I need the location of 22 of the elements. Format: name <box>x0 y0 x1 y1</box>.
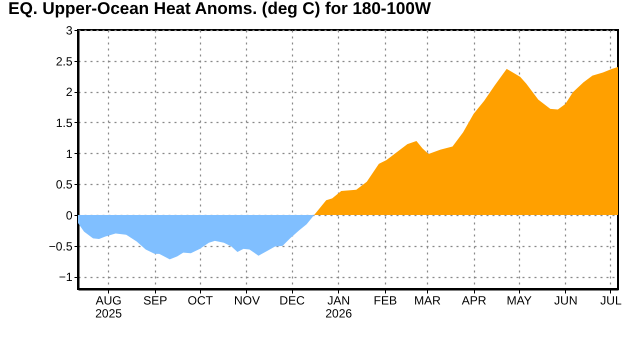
chart-title: EQ. Upper-Ocean Heat Anoms. (deg C) for 180-100W <box>8 0 432 18</box>
y-tick-label: 2.5 <box>56 54 73 68</box>
y-tick-label: 2 <box>66 85 73 100</box>
y-tick-label: 1.5 <box>56 116 73 130</box>
x-tick-label: AUG 2025 <box>95 294 122 320</box>
x-tick-label: JUN <box>554 294 578 308</box>
y-tick-label: 0 <box>66 208 73 222</box>
x-tick-label: DEC <box>279 294 306 308</box>
x-tick-label: APR <box>462 294 487 308</box>
x-tick-label: JAN 2026 <box>325 294 352 320</box>
x-tick-label: JUL <box>600 294 622 308</box>
x-tick-label: OCT <box>188 294 214 308</box>
y-tick-label: 0.5 <box>56 178 73 192</box>
x-tick-label: MAY <box>506 294 532 308</box>
x-tick-label: NOV <box>234 294 260 308</box>
y-tick-label: 3 <box>66 24 73 38</box>
x-tick-label: FEB <box>374 294 398 308</box>
y-tick-label: −1 <box>58 270 73 284</box>
x-tick-label: MAR <box>414 294 442 308</box>
y-tick-label: −0.5 <box>48 239 73 254</box>
x-tick-label: SEP <box>143 294 168 308</box>
y-tick-label: 1 <box>66 146 73 161</box>
